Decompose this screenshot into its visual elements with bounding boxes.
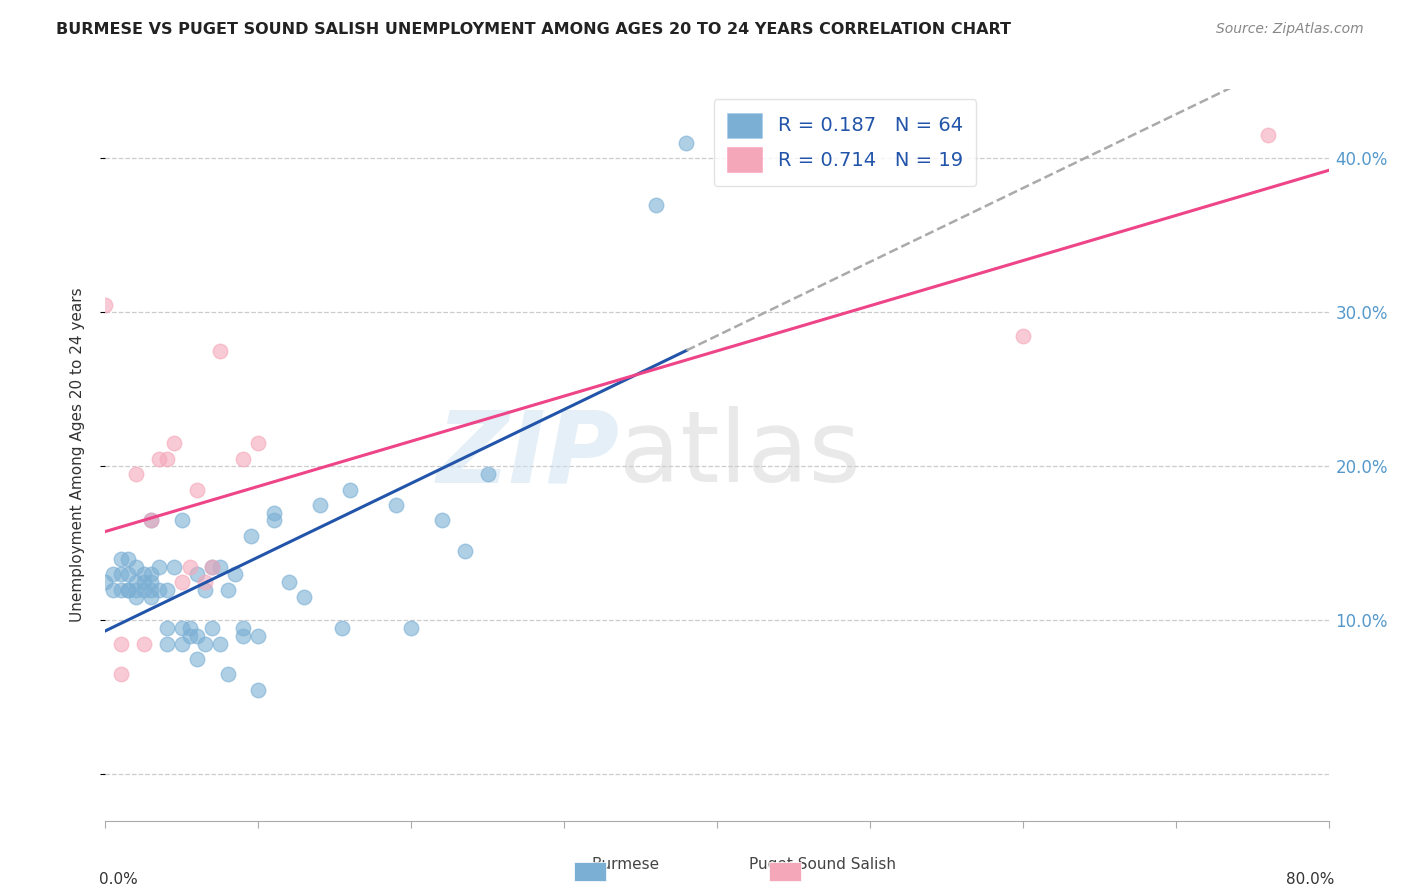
Text: BURMESE VS PUGET SOUND SALISH UNEMPLOYMENT AMONG AGES 20 TO 24 YEARS CORRELATION: BURMESE VS PUGET SOUND SALISH UNEMPLOYME… [56,22,1011,37]
Point [247,629,270,643]
Point [148,559,170,574]
Point [170,513,193,527]
Point [132,574,155,589]
Point [141,567,163,582]
Point [1011,328,1033,343]
Point [186,629,208,643]
Point [308,498,330,512]
Point [125,582,148,597]
Point [141,591,163,605]
Text: Burmese: Burmese [592,857,659,872]
Point [339,483,361,497]
Point [148,451,170,466]
Text: Source: ZipAtlas.com: Source: ZipAtlas.com [1216,22,1364,37]
Point [170,621,193,635]
Point [201,621,224,635]
Point [179,629,201,643]
Point [194,636,217,650]
Point [232,621,254,635]
Point [125,591,148,605]
Point [132,636,155,650]
Text: 0.0%: 0.0% [100,871,138,887]
Point [110,667,132,681]
Point [94,574,117,589]
Point [141,513,163,527]
Point [292,591,315,605]
Point [110,567,132,582]
Point [430,513,453,527]
Point [141,513,163,527]
Point [110,582,132,597]
Point [148,582,170,597]
Point [217,582,239,597]
Point [141,582,163,597]
Legend: R = 0.187   N = 64, R = 0.714   N = 19: R = 0.187 N = 64, R = 0.714 N = 19 [713,99,976,186]
Point [155,451,177,466]
Point [186,567,208,582]
Point [239,529,262,543]
Point [117,567,139,582]
Point [125,574,148,589]
Point [201,559,224,574]
Point [644,197,666,211]
Point [101,567,124,582]
Point [675,136,697,150]
Point [170,636,193,650]
Point [117,552,139,566]
Point [186,483,208,497]
Point [179,621,201,635]
Point [263,513,285,527]
Text: 80.0%: 80.0% [1286,871,1334,887]
Text: atlas: atlas [619,407,860,503]
Point [401,621,423,635]
Point [247,436,270,450]
Point [155,582,177,597]
Point [132,567,155,582]
Point [477,467,499,482]
Point [117,582,139,597]
Point [125,559,148,574]
Point [385,498,408,512]
Point [110,552,132,566]
Point [209,343,232,358]
Point [186,652,208,666]
Point [217,667,239,681]
Point [194,582,217,597]
Text: Puget Sound Salish: Puget Sound Salish [749,857,896,872]
Point [194,574,217,589]
Point [224,567,246,582]
Point [132,582,155,597]
Point [155,621,177,635]
Point [278,574,301,589]
Point [232,451,254,466]
Point [454,544,477,558]
Point [163,559,186,574]
Point [101,582,124,597]
Point [94,298,117,312]
Point [209,559,232,574]
Point [332,621,354,635]
Text: ZIP: ZIP [436,407,619,503]
Point [263,506,285,520]
Point [209,636,232,650]
Point [125,467,148,482]
Point [201,559,224,574]
Point [1256,128,1278,143]
Point [117,582,139,597]
Point [141,574,163,589]
Point [232,629,254,643]
Point [247,682,270,697]
Point [110,636,132,650]
Y-axis label: Unemployment Among Ages 20 to 24 years: Unemployment Among Ages 20 to 24 years [70,287,84,623]
Point [179,559,201,574]
Point [155,636,177,650]
Point [163,436,186,450]
Point [170,574,193,589]
